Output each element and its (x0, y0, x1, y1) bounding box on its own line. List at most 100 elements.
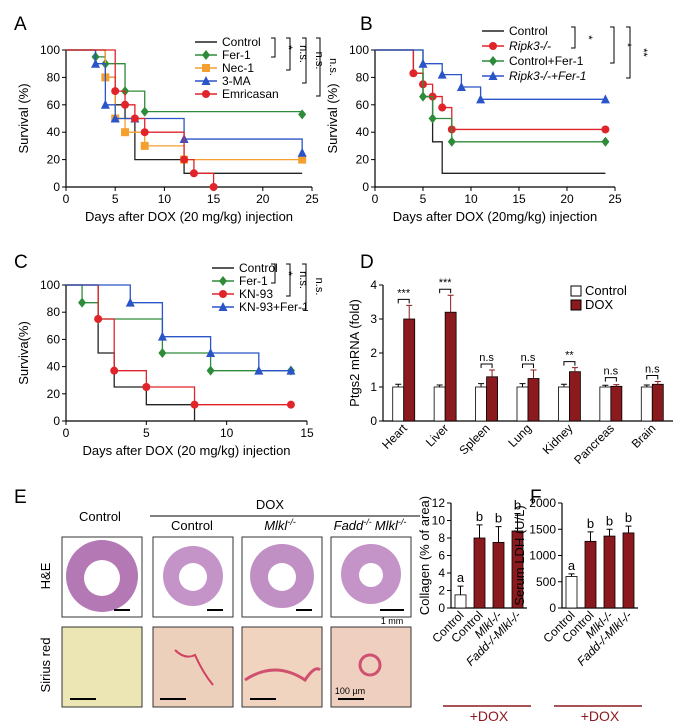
bar (527, 378, 540, 422)
significance-label: n.s. (313, 52, 325, 70)
y-tick-label: 60 (47, 332, 61, 346)
y-tick-label: 4 (438, 566, 445, 580)
survival-chart-a: 0 20 40 60 80 100 0 5 10 15 20 25 Days after DOX (20… (16, 35, 339, 224)
series-point (438, 103, 447, 112)
series-point (190, 400, 199, 409)
group-letter: b (514, 498, 521, 513)
legend-marker (202, 90, 210, 98)
error-bar (476, 524, 483, 538)
error-bar (587, 531, 594, 542)
panel-label-d: D (360, 252, 374, 273)
dox-group-label: +DOX (470, 708, 509, 724)
bar (433, 386, 446, 422)
y-tick-label: 60 (47, 98, 61, 112)
x-axis-label: Days after DOX (20mg/kg) injection (393, 209, 597, 224)
x-tick-label: Pancreas (571, 421, 617, 467)
y-tick-label: 500 (536, 575, 556, 589)
legend-label: KN-93 (239, 287, 273, 301)
group-letter: b (625, 510, 632, 525)
series-point (409, 69, 418, 78)
significance-label: *** (397, 287, 411, 299)
series-point (298, 155, 307, 164)
significance-label: * (282, 45, 294, 50)
y-tick-label: 6 (438, 549, 445, 563)
series-line-4 (66, 49, 215, 187)
bar (475, 386, 487, 422)
panel-label-f: F (530, 487, 542, 508)
legend-label: Fer-1 (239, 274, 268, 288)
dox-header: DOX (256, 497, 285, 512)
y-tick-label: 20 (47, 153, 61, 167)
bar (454, 594, 467, 609)
significance-bracket (571, 26, 576, 49)
error-bar (447, 294, 454, 313)
x-tick-label: 25 (608, 192, 622, 206)
y-tick-label: 100 (40, 43, 60, 57)
y-tick-label: 0 (53, 180, 60, 194)
y-tick-label: 0 (53, 414, 60, 428)
col-label-mlkl: Mlkl-/- (264, 517, 296, 533)
x-tick-label: 0 (63, 192, 70, 206)
series-point (78, 297, 87, 308)
series-point (209, 183, 218, 191)
bar (486, 376, 498, 422)
significance-bracket (522, 363, 534, 368)
x-tick-label: 10 (464, 192, 478, 206)
group-letter: a (457, 570, 465, 585)
series-point (206, 348, 216, 357)
he-image-dox-control (152, 536, 234, 618)
legend-label: Fer-1 (222, 48, 251, 62)
bar (444, 311, 457, 422)
significance-bracket (439, 288, 452, 294)
series-point (428, 113, 437, 124)
y-tick-label: 40 (47, 360, 61, 374)
series-point (140, 141, 149, 150)
y-tick-label: 0 (438, 601, 445, 615)
he-image-control (61, 536, 143, 618)
significance-bracket (271, 263, 276, 284)
x-tick-label: 15 (300, 426, 314, 440)
he-image-dox-fadd-mlkl: 1 mm (330, 536, 412, 626)
y-axis-label: Serum LDH (U/L) (512, 505, 527, 605)
series-line-3 (375, 49, 606, 100)
y-tick-label: 8 (438, 531, 445, 545)
series-point (91, 58, 101, 68)
x-tick-label: 5 (143, 426, 150, 440)
significance-label: *** (439, 277, 453, 289)
error-bar (406, 304, 413, 319)
series-line-1 (66, 284, 291, 372)
legend-marker (202, 50, 210, 60)
sirius-image-dox-mlkl (241, 626, 323, 708)
y-tick-label: 4 (370, 278, 377, 292)
significance-bracket (604, 377, 617, 382)
x-tick-label: 5 (420, 192, 427, 206)
legend-label: Control (585, 283, 627, 298)
error-bar (457, 585, 464, 595)
y-tick-label: 2000 (529, 496, 556, 510)
series-point (476, 94, 486, 104)
legend-label: Control+Fer-1 (509, 54, 584, 68)
series-point (125, 297, 135, 307)
legend-swatch (570, 285, 582, 297)
significance-label: n.s. (297, 271, 309, 289)
series-point (110, 113, 120, 123)
significance-label: n.s (479, 352, 494, 364)
row-label-he: H&E (38, 562, 53, 589)
y-axis-label: Surviva(%) (16, 321, 31, 385)
error-bar (654, 381, 661, 385)
x-tick-label: 15 (207, 192, 221, 206)
legend-label: Control (222, 35, 261, 49)
series-point (206, 365, 215, 376)
series-point (142, 383, 151, 391)
series-point (140, 106, 149, 117)
bar (403, 318, 416, 422)
bar (473, 537, 486, 609)
sirius-image-dox-fadd-mlkl: 100 µm (330, 626, 412, 708)
significance-label: * (582, 35, 594, 40)
error-bar (436, 384, 443, 387)
y-tick-label: 80 (47, 305, 61, 319)
x-tick-label: 25 (305, 192, 319, 206)
svg-text:Mlkl-/-: Mlkl-/- (264, 517, 296, 533)
bar (651, 383, 664, 422)
error-bar (514, 513, 521, 531)
